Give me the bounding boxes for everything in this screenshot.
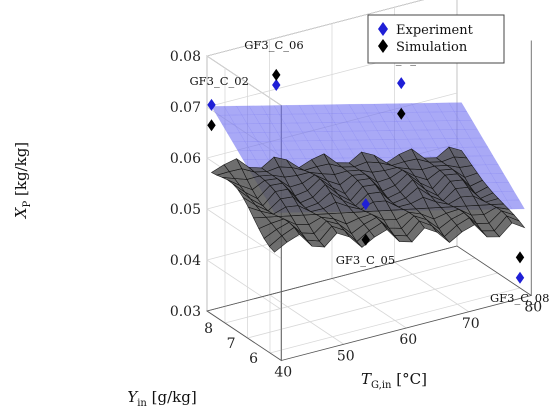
point-simulation [397,107,406,120]
legend-box [367,14,505,64]
point-experiment [361,198,370,211]
z-tick-label: 0.06 [170,151,201,167]
x-floor-gridline [394,261,469,313]
z-tick-label: 0.08 [170,49,201,65]
legend-label-simulation: Simulation [396,40,468,55]
z-tick-label: 0.04 [170,253,201,269]
point-simulation [207,119,216,132]
point-experiment [207,98,216,111]
point-label: GF3_C_02 [190,74,249,88]
surfaces [210,102,526,253]
point-simulation [515,251,525,264]
tick-labels: 0.03 0.04 0.05 0.06 0.07 0.08 40 50 60 70 80 678 [170,49,542,381]
point-simulation [272,68,281,81]
legend-label-experiment: Experiment [396,23,474,38]
surface-patch [448,102,468,112]
z-tick-label: 0.05 [170,202,201,218]
point-simulation [361,233,370,246]
surface-simulation [210,146,526,253]
y-tick-label: 7 [227,336,236,352]
x-tick-label: 50 [337,348,355,364]
x-floor-gridline [331,278,407,329]
y-floor-gridline [224,257,476,324]
z-axis-label: XP [kg/kg] [12,142,33,219]
surface-patch [448,146,468,159]
floor [206,245,533,361]
y-tick-label: 6 [249,351,258,367]
z-tick-label: 0.03 [170,304,201,320]
legend-marker-experiment [378,22,388,36]
legend: Experiment Simulation [367,14,505,64]
y-axis-label: Yin [g/kg] [127,388,196,409]
point-experiment [515,271,525,284]
x-tick-label: 80 [524,300,542,316]
point-experiment [272,79,281,92]
y-floor-gridline [247,272,498,339]
point-label: GF3_C_06 [244,38,303,52]
x-axis-label: TG,in [°C] [361,370,427,391]
z-tick-label: 0.07 [170,100,201,116]
point-label: GF3_C_08 [490,291,549,305]
legend-marker-simulation [378,39,388,53]
y-tick-label: 8 [204,321,213,337]
point-experiment [397,77,406,90]
x-tick-label: 40 [274,365,292,381]
y-floor-gridline [269,287,521,354]
x-floor-gridline [269,294,344,345]
x-tick-label: 60 [399,332,417,348]
x-tick-label: 70 [462,316,480,332]
point-label: GF3_C_05 [336,253,395,267]
